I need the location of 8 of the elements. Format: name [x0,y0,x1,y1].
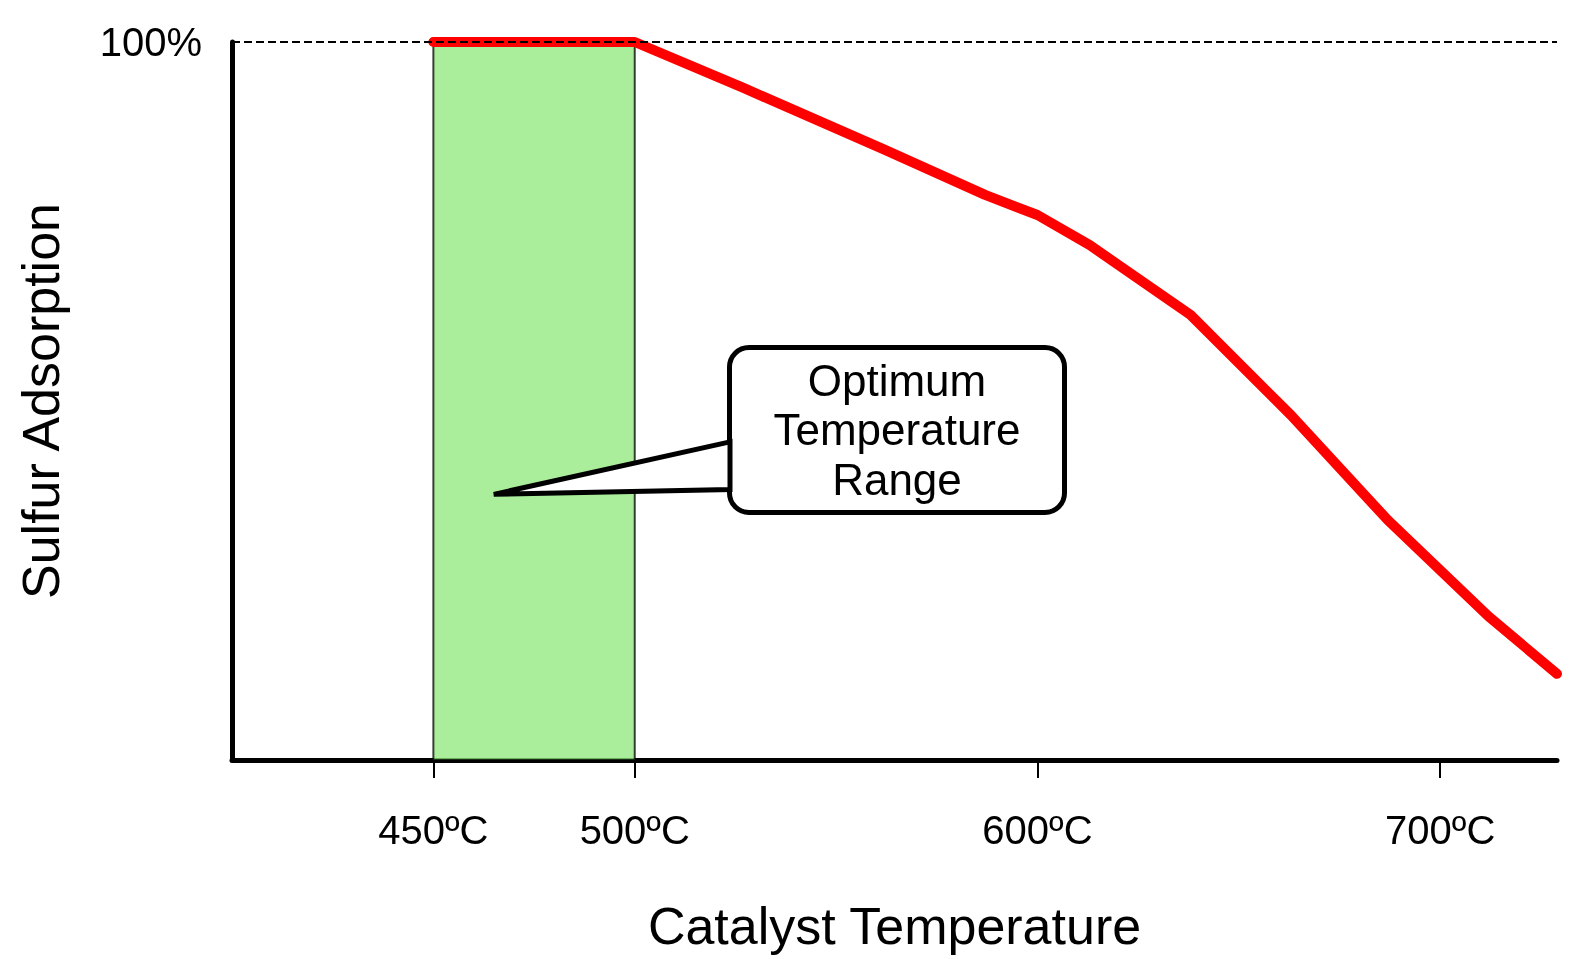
x-axis-title: Catalyst Temperature [647,897,1142,955]
callout-box: Optimum Temperature Range [727,345,1067,515]
y-axis-title: Sulfur Adsorption [12,202,70,600]
ref-line-label: 100% [99,20,202,64]
x-tick-label: 450ºC [378,808,489,852]
x-tick-label: 700ºC [1385,808,1496,852]
x-tick-label: 500ºC [579,808,690,852]
x-tick-label: 600ºC [982,808,1093,852]
